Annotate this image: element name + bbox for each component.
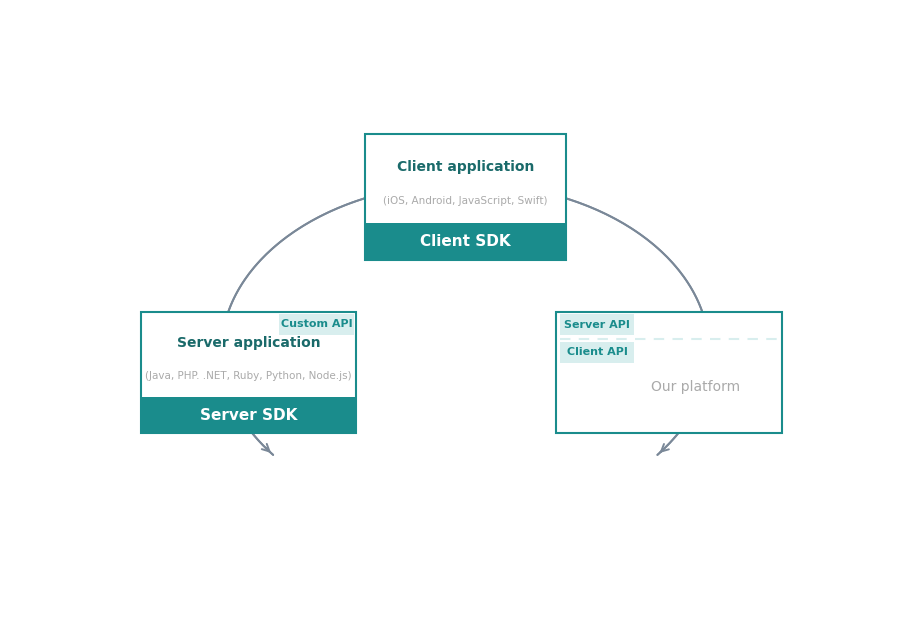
FancyBboxPatch shape <box>140 397 356 433</box>
Text: Client SDK: Client SDK <box>420 234 510 249</box>
FancyBboxPatch shape <box>364 134 566 260</box>
FancyBboxPatch shape <box>559 315 633 335</box>
FancyBboxPatch shape <box>559 342 633 363</box>
Text: Server API: Server API <box>564 320 630 330</box>
Text: Server SDK: Server SDK <box>200 408 297 422</box>
FancyBboxPatch shape <box>555 312 781 433</box>
Text: Server application: Server application <box>177 336 320 351</box>
Text: Our platform: Our platform <box>650 380 740 394</box>
Text: Client application: Client application <box>396 160 534 174</box>
FancyBboxPatch shape <box>364 223 566 260</box>
Text: Client API: Client API <box>566 347 627 358</box>
FancyBboxPatch shape <box>140 312 356 433</box>
Text: (Java, PHP. .NET, Ruby, Python, Node.js): (Java, PHP. .NET, Ruby, Python, Node.js) <box>145 371 352 381</box>
FancyBboxPatch shape <box>279 314 353 334</box>
Text: Custom API: Custom API <box>281 319 352 329</box>
Text: (iOS, Android, JavaScript, Swift): (iOS, Android, JavaScript, Swift) <box>383 196 548 205</box>
